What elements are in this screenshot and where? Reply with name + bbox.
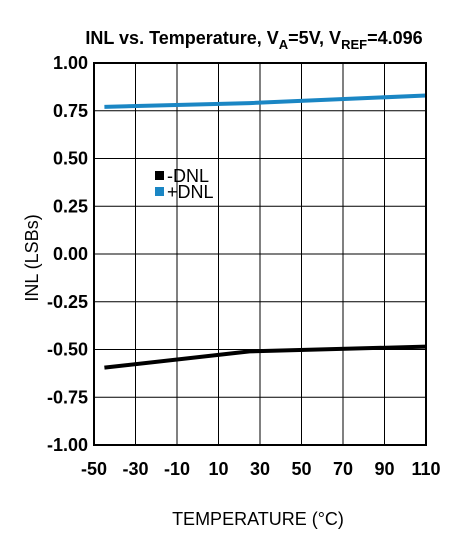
y-tick-label: 1.00 [53, 53, 88, 73]
y-tick-label: 0.50 [53, 149, 88, 169]
series-line-minus-dnl [104, 344, 427, 370]
x-tick-label: 110 [411, 459, 440, 479]
grid-lines [93, 62, 427, 446]
legend: -DNL +DNL [155, 166, 214, 202]
legend-swatch-minus-dnl [155, 171, 164, 180]
x-tick-label: -30 [122, 459, 148, 479]
chart-title: INL vs. Temperature, VA=5V, VREF=4.096 [85, 28, 422, 52]
y-tick-label: -0.75 [47, 387, 88, 407]
series-layer [104, 93, 427, 370]
y-tick-label: -1.00 [47, 435, 88, 455]
y-tick-label: 0.75 [53, 101, 88, 121]
x-tick-label: 70 [333, 459, 353, 479]
y-tick-labels: 1.00 0.75 0.50 0.25 0.00 -0.25 -0.50 -0.75 -1.00 [47, 53, 88, 455]
x-tick-labels: -50 -30 -10 10 30 50 70 90 110 [81, 459, 441, 479]
series-line-plus-dnl [104, 93, 427, 109]
legend-label-minus-dnl: -DNL [167, 166, 209, 186]
y-axis-label: INL (LSBs) [22, 214, 42, 301]
x-tick-label: 10 [208, 459, 228, 479]
x-tick-label: 50 [291, 459, 311, 479]
x-tick-label: -10 [164, 459, 190, 479]
plot-area-frame [93, 62, 427, 446]
x-tick-label: 90 [374, 459, 394, 479]
x-axis-label: TEMPERATURE (°C) [172, 509, 344, 529]
y-tick-label: 0.25 [53, 196, 88, 216]
legend-label-plus-dnl: +DNL [167, 182, 214, 202]
y-tick-label: -0.25 [47, 292, 88, 312]
y-tick-label: -0.50 [47, 340, 88, 360]
x-tick-label: 30 [250, 459, 270, 479]
y-tick-label: 0.00 [53, 244, 88, 264]
legend-swatch-plus-dnl [155, 187, 164, 196]
x-tick-label: -50 [81, 459, 107, 479]
